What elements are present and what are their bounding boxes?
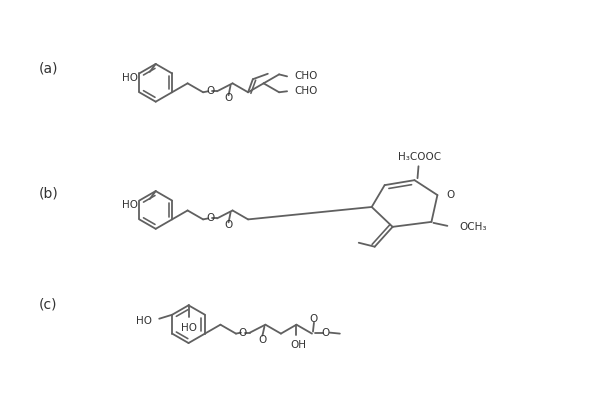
Text: O: O: [258, 335, 266, 345]
Text: H₃COOC: H₃COOC: [398, 152, 441, 162]
Text: O: O: [310, 314, 318, 324]
Text: CHO: CHO: [294, 71, 317, 81]
Text: O: O: [446, 190, 454, 200]
Text: (b): (b): [39, 186, 59, 200]
Text: O: O: [206, 86, 214, 96]
Text: HO: HO: [137, 316, 153, 326]
Text: O: O: [224, 220, 232, 231]
Text: OH: OH: [290, 339, 306, 350]
Text: (a): (a): [39, 62, 58, 76]
Text: O: O: [322, 328, 330, 337]
Text: HO: HO: [181, 323, 197, 333]
Text: O: O: [239, 328, 247, 337]
Text: HO: HO: [122, 200, 138, 210]
Text: CHO: CHO: [294, 86, 317, 96]
Text: O: O: [206, 213, 214, 224]
Text: HO: HO: [122, 73, 138, 83]
Text: O: O: [224, 93, 232, 103]
Text: OCH₃: OCH₃: [459, 222, 487, 232]
Text: (c): (c): [39, 297, 58, 311]
